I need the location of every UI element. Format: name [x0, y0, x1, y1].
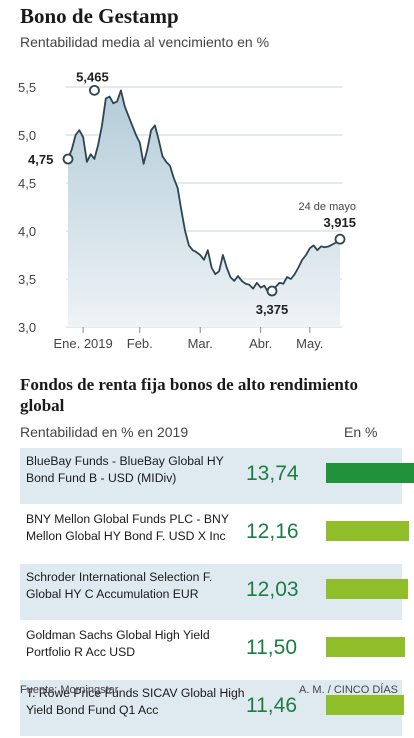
credit-note: A. M. / CINCO DÍAS [298, 684, 398, 696]
funds-section-subtitle: Rentabilidad en % en 2019 [20, 424, 189, 440]
x-tick-label: Feb. [127, 336, 153, 351]
source-note: Fuente: Morningstar [20, 684, 119, 696]
min-value-label: 3,375 [256, 302, 289, 317]
series-line [67, 89, 341, 294]
yield-area-chart: 3,0 3,5 4,0 4,5 5,0 5,5 Ene. 2019 Feb. Mar. Abr. M… [18, 69, 356, 351]
area-fill [68, 90, 340, 328]
data-point-marker [62, 153, 74, 165]
fund-value-label: 11,46 [246, 694, 297, 717]
fund-bar [326, 637, 405, 657]
fund-name: Goldman Sachs Global High Yield Portfoli… [26, 628, 210, 659]
y-tick-label: 4,0 [18, 224, 36, 239]
end-date-label: 24 de mayo [299, 201, 356, 213]
fund-row: Goldman Sachs Global High Yield Portfoli… [20, 622, 405, 680]
funds-table: BlueBay Funds - BlueBay Global HY Bond F… [20, 448, 414, 738]
x-tick-label: Mar. [188, 336, 213, 351]
fund-value-label: 12,03 [246, 578, 299, 601]
data-point-marker [266, 285, 278, 297]
chart-subtitle: Rentabilidad media al vencimiento en % [20, 34, 270, 50]
fund-value-label: 11,50 [246, 636, 297, 659]
x-tick-label: Abr. [249, 336, 272, 351]
fund-value-label: 13,74 [246, 462, 299, 485]
fund-name: BNY Mellon Global Funds PLC - BNY Mellon… [26, 512, 229, 543]
fund-name: BlueBay Funds - BlueBay Global HY Bond F… [26, 454, 224, 485]
fund-bar [326, 579, 409, 599]
fund-row: BlueBay Funds - BlueBay Global HY Bond F… [20, 448, 414, 506]
x-tick-label: Ene. 2019 [53, 336, 112, 351]
fund-row: Schroder International Selection F. Glob… [20, 564, 409, 622]
funds-section-title: Fondos de renta fija bonos de alto rendi… [20, 375, 358, 415]
y-tick-label: 5,5 [18, 80, 36, 95]
start-value-label: 4,75 [28, 152, 53, 167]
y-tick-label: 3,0 [18, 320, 36, 335]
max-value-label: 5,465 [76, 69, 109, 84]
y-tick-label: 5,0 [18, 128, 36, 143]
end-value-label: 3,915 [323, 215, 356, 230]
fund-bar [326, 521, 410, 541]
data-point-marker [89, 84, 100, 96]
data-point-marker [334, 233, 346, 245]
fund-name: Schroder International Selection F. Glob… [26, 570, 213, 601]
fund-bar [326, 695, 405, 715]
fund-row: BNY Mellon Global Funds PLC - BNY Mellon… [20, 506, 410, 564]
y-tick-label: 4,5 [18, 176, 36, 191]
chart-title: Bono de Gestamp [20, 4, 179, 28]
fund-bar [326, 463, 414, 483]
x-tick-label: May. [296, 336, 323, 351]
fund-value-label: 12,16 [246, 520, 299, 543]
y-tick-label: 3,5 [18, 272, 36, 287]
funds-unit-label: En % [344, 424, 378, 440]
